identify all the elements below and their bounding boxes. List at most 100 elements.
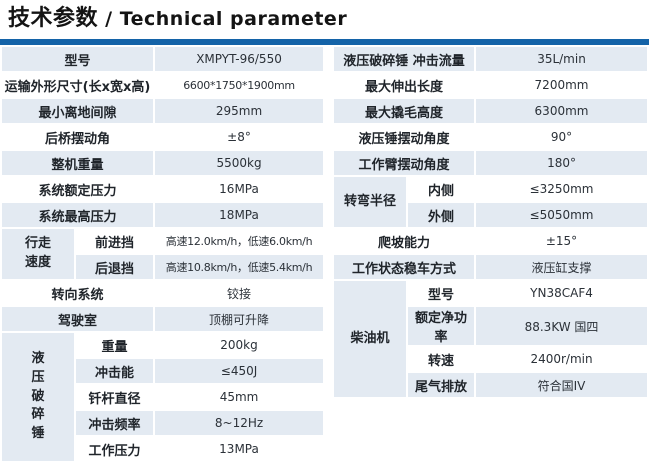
param-value: ±8°	[155, 125, 324, 149]
param-value: 8~12Hz	[155, 411, 324, 435]
param-value: 铰接	[155, 281, 324, 305]
table-row: 外侧 ≤5050mm	[334, 203, 648, 227]
group-label: 柴油机	[334, 281, 407, 397]
param-label: 最大撬毛高度	[334, 99, 475, 123]
param-value: 5500kg	[155, 151, 324, 175]
param-label: 前进挡	[76, 229, 154, 253]
table-row: 柴油机 型号 YN38CAF4	[334, 281, 648, 397]
param-label: 整机重量	[2, 151, 154, 175]
table-row: 液压破碎锤 冲击流量 35L/min	[334, 47, 648, 71]
table-row: 转弯半径 内侧 ≤3250mm	[334, 177, 648, 227]
table-row: 液压锤摆动角度 90°	[334, 125, 648, 149]
right-spec-table: 液压破碎锤 冲击流量 35L/min 最大伸出长度 7200mm 最大撬毛高度 6300m…	[332, 45, 649, 399]
spec-tables-container: 型号 XMPYT-96/550 运输外形尺寸(长x宽x高) 6600*1750*190…	[0, 45, 649, 463]
param-value: ≤5050mm	[476, 203, 648, 227]
group-label: 行走 速度	[2, 229, 74, 279]
table-row: 后退挡 高速10.8km/h，低速5.4km/h	[2, 255, 324, 279]
table-row: 最大伸出长度 7200mm	[334, 73, 648, 97]
param-label: 后桥摆动角	[2, 125, 154, 149]
param-value: 高速12.0km/h，低速6.0km/h	[155, 229, 324, 253]
param-label: 型号	[408, 281, 475, 305]
table-row: 型号 XMPYT-96/550	[2, 47, 324, 71]
param-label: 工作压力	[76, 437, 154, 461]
param-label: 额定净功率	[408, 307, 475, 345]
param-value: YN38CAF4	[476, 281, 648, 305]
table-row: 工作状态稳车方式 液压缸支撑	[334, 255, 648, 279]
param-value: ≤450J	[155, 359, 324, 383]
param-value: ±15°	[476, 229, 648, 253]
table-row: 工作压力 13MPa	[2, 437, 324, 461]
left-spec-table: 型号 XMPYT-96/550 运输外形尺寸(长x宽x高) 6600*1750*190…	[0, 45, 325, 463]
table-row: 系统额定压力 16MPa	[2, 177, 324, 201]
param-label: 型号	[2, 47, 154, 71]
param-value: 7200mm	[476, 73, 648, 97]
table-row: 爬坡能力 ±15°	[334, 229, 648, 253]
param-value: 符合国IV	[476, 373, 648, 397]
param-label: 最小离地间隙	[2, 99, 154, 123]
title-divider: /	[98, 8, 120, 30]
param-label: 冲击能	[76, 359, 154, 383]
table-row: 运输外形尺寸(长x宽x高) 6600*1750*1900mm	[2, 73, 324, 97]
param-value: 45mm	[155, 385, 324, 409]
param-label: 外侧	[408, 203, 475, 227]
table-row: 液 压 破 碎 锤重量 200kg	[2, 333, 324, 461]
param-value: 88.3KW 国四	[476, 307, 648, 345]
param-value: XMPYT-96/550	[155, 47, 324, 71]
param-value: 16MPa	[155, 177, 324, 201]
table-row: 转向系统 铰接	[2, 281, 324, 305]
param-value: 液压缸支撑	[476, 255, 648, 279]
param-label: 重量	[76, 333, 154, 357]
param-label: 内侧	[408, 177, 475, 201]
accent-bar	[0, 39, 649, 45]
param-value: 18MPa	[155, 203, 324, 227]
page-title-zh: 技术参数	[8, 6, 99, 31]
param-label: 转速	[408, 347, 475, 371]
param-label: 最大伸出长度	[334, 73, 475, 97]
param-label: 后退挡	[76, 255, 154, 279]
param-value: 13MPa	[155, 437, 324, 461]
param-label: 转向系统	[2, 281, 154, 305]
table-row: 冲击频率 8~12Hz	[2, 411, 324, 435]
param-value: ≤3250mm	[476, 177, 648, 201]
param-value: 180°	[476, 151, 648, 175]
table-row: 驾驶室 顶棚可升降	[2, 307, 324, 331]
table-row: 钎杆直径 45mm	[2, 385, 324, 409]
param-value: 200kg	[155, 333, 324, 357]
param-label: 液压破碎锤 冲击流量	[334, 47, 475, 71]
table-row: 额定净功率 88.3KW 国四	[334, 307, 648, 345]
param-label: 尾气排放	[408, 373, 475, 397]
table-row: 冲击能 ≤450J	[2, 359, 324, 383]
param-value: 90°	[476, 125, 648, 149]
table-row: 整机重量 5500kg	[2, 151, 324, 175]
param-label: 液压锤摆动角度	[334, 125, 475, 149]
param-value: 2400r/min	[476, 347, 648, 371]
table-row: 尾气排放 符合国IV	[334, 373, 648, 397]
param-label: 驾驶室	[2, 307, 154, 331]
param-label: 工作状态稳车方式	[334, 255, 475, 279]
table-row: 行走 速度 前进挡 高速12.0km/h，低速6.0km/h	[2, 229, 324, 279]
param-value: 高速10.8km/h，低速5.4km/h	[155, 255, 324, 279]
group-label: 转弯半径	[334, 177, 407, 227]
param-value: 295mm	[155, 99, 324, 123]
param-label: 运输外形尺寸(长x宽x高)	[2, 73, 154, 97]
param-label: 系统最高压力	[2, 203, 154, 227]
table-row: 后桥摆动角 ±8°	[2, 125, 324, 149]
param-label: 冲击频率	[76, 411, 154, 435]
table-row: 工作臂摆动角度 180°	[334, 151, 648, 175]
param-label: 爬坡能力	[334, 229, 475, 253]
param-value: 6600*1750*1900mm	[155, 73, 324, 97]
param-value: 6300mm	[476, 99, 648, 123]
param-value: 35L/min	[476, 47, 648, 71]
param-label: 系统额定压力	[2, 177, 154, 201]
group-label: 液 压 破 碎 锤	[2, 333, 74, 461]
param-value: 顶棚可升降	[155, 307, 324, 331]
table-row: 转速 2400r/min	[334, 347, 648, 371]
table-row: 最小离地间隙 295mm	[2, 99, 324, 123]
param-label: 钎杆直径	[76, 385, 154, 409]
param-label: 工作臂摆动角度	[334, 151, 475, 175]
table-row: 系统最高压力 18MPa	[2, 203, 324, 227]
page-title: 技术参数 / Technical parameter	[0, 0, 649, 33]
page-title-en: Technical parameter	[119, 8, 348, 30]
table-row: 最大撬毛高度 6300mm	[334, 99, 648, 123]
